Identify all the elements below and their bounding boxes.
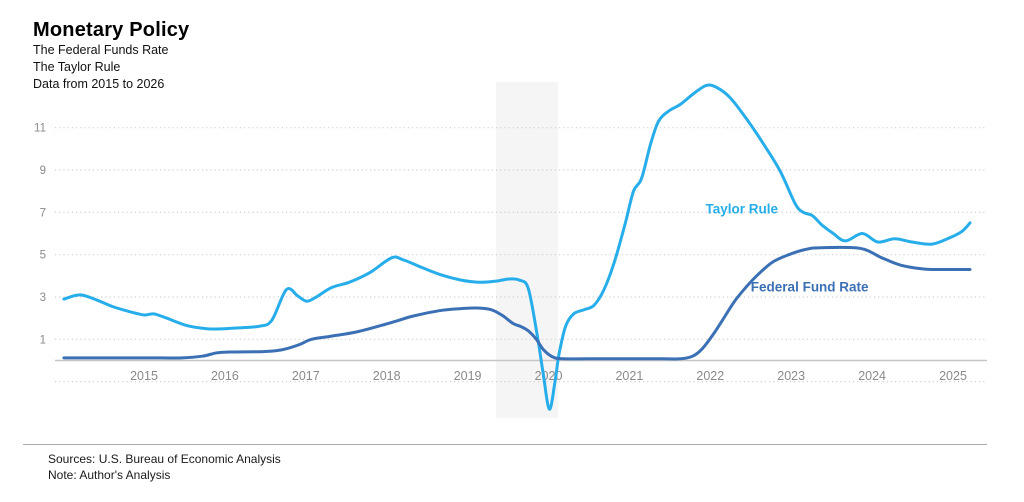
fed-funds-line xyxy=(62,245,972,361)
y-axis-label: 7 xyxy=(40,207,46,219)
x-axis-label: 2020 xyxy=(535,369,563,383)
taylor-rule-line xyxy=(62,83,972,411)
sources-text: Sources: U.S. Bureau of Economic Analysi… xyxy=(48,452,281,466)
y-axis-label: 3 xyxy=(40,292,46,304)
footer-divider xyxy=(23,444,987,445)
recession-band xyxy=(495,82,559,418)
x-axis-label: 2024 xyxy=(858,369,886,383)
subtitle-taylor-rule: The Taylor Rule xyxy=(33,60,121,74)
x-axis-label: 2025 xyxy=(939,369,967,383)
x-axis-label: 2023 xyxy=(777,369,805,383)
x-axis-label: 2021 xyxy=(615,369,643,383)
x-axis-label: 2017 xyxy=(292,369,320,383)
x-axis-label: 2016 xyxy=(211,369,239,383)
taylor-rule-label: Taylor Rule xyxy=(706,201,779,216)
y-axis-label: 11 xyxy=(34,123,46,135)
y-axis-label: 1 xyxy=(40,334,46,346)
page-title: Monetary Policy xyxy=(33,19,190,41)
chart-header: Monetary Policy The Federal Funds Rate T… xyxy=(33,18,189,93)
federal-fund-rate-label: Federal Fund Rate xyxy=(751,280,869,295)
x-axis-label: 2015 xyxy=(130,369,158,383)
x-axis-label: 2022 xyxy=(696,369,724,383)
y-axis-label: 9 xyxy=(40,165,46,177)
note-text: Note: Author's Analysis xyxy=(48,468,171,482)
x-axis-label: 2018 xyxy=(373,369,401,383)
y-axis-label: 5 xyxy=(40,250,46,262)
subtitle-federal-funds: The Federal Funds Rate xyxy=(33,43,169,57)
subtitle-data-range: Data from 2015 to 2026 xyxy=(33,77,165,91)
x-axis-label: 2019 xyxy=(454,369,482,383)
chart-footer: Sources: U.S. Bureau of Economic Analysi… xyxy=(48,451,281,483)
